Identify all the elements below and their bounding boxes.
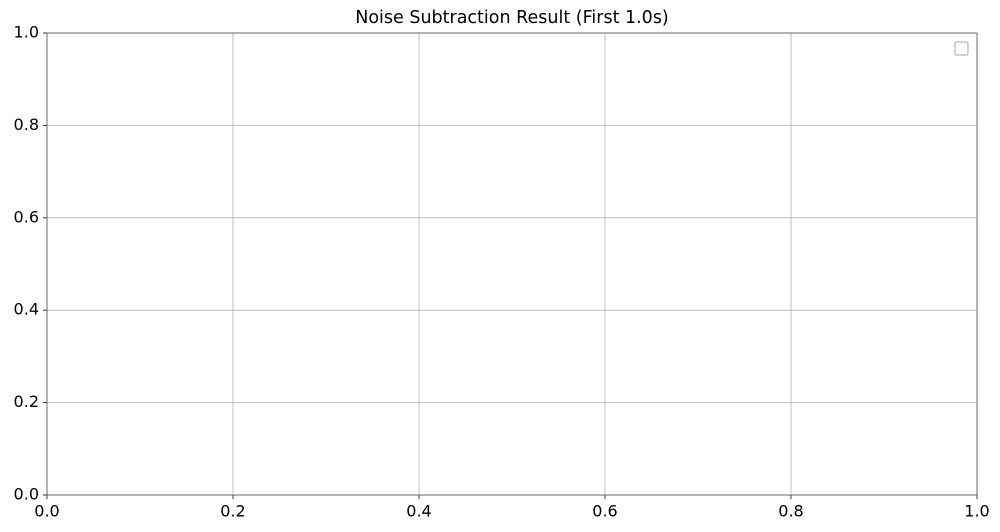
x-tick-label: 0.0 — [34, 502, 59, 521]
y-tick-label: 0.2 — [14, 392, 39, 411]
chart-title: Noise Subtraction Result (First 1.0s) — [355, 8, 669, 28]
y-tick-label: 0.6 — [14, 207, 39, 226]
legend-box — [954, 41, 969, 56]
x-tick-label: 0.4 — [406, 502, 431, 521]
y-tick-label: 0.0 — [14, 485, 39, 504]
y-tick-label: 0.8 — [14, 115, 39, 134]
x-tick-label: 0.8 — [778, 502, 803, 521]
x-tick-label: 1.0 — [964, 502, 989, 521]
y-tick-label: 1.0 — [14, 23, 39, 42]
y-tick-label: 0.4 — [14, 300, 39, 319]
plot-frame — [46, 32, 978, 496]
x-tick-label: 0.6 — [592, 502, 617, 521]
x-tick-label: 0.2 — [220, 502, 245, 521]
